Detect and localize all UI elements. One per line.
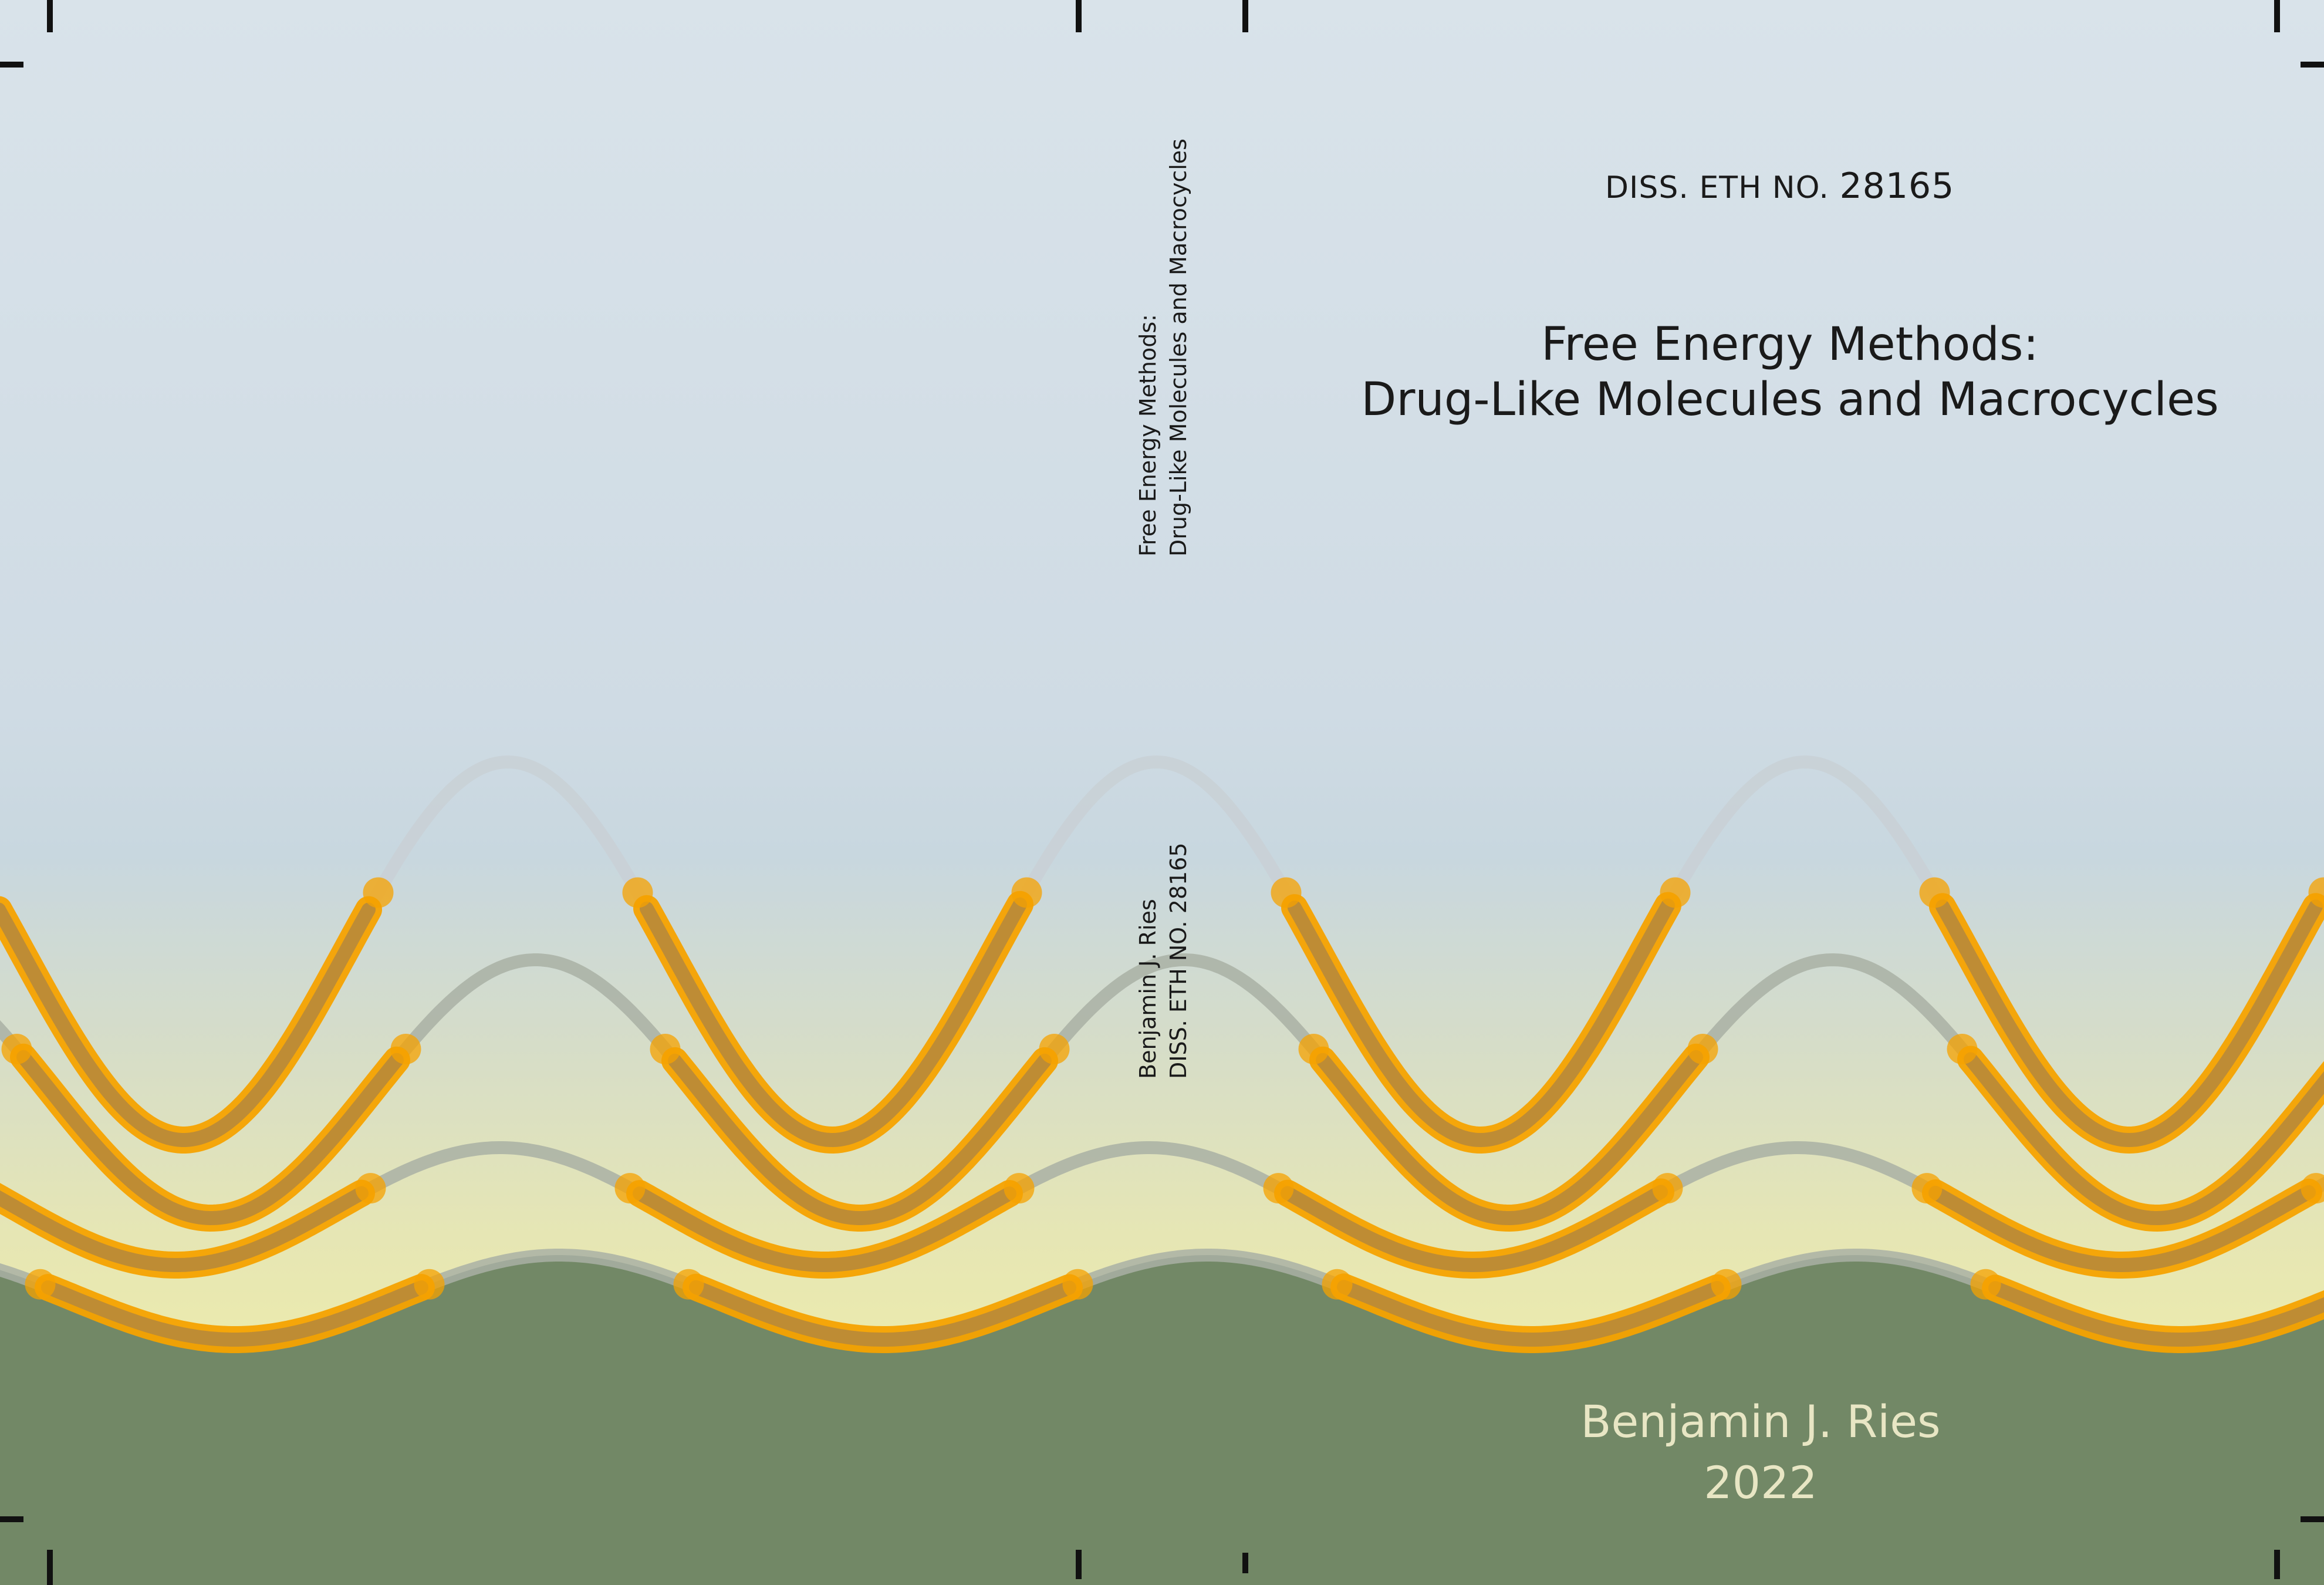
highlight-dot [1970,1269,2001,1300]
wave-curves [0,755,2324,1585]
front-title-line1: Free Energy Methods: [1541,318,2039,371]
front-year: 2022 [1704,1456,1818,1509]
highlight-dot [622,877,653,908]
front-diss-number: DISS. ETH NO. 28165 [1605,166,1954,207]
highlight-core [1337,1280,1724,1347]
highlight-dot [1711,1269,1742,1300]
highlight-dot [1011,877,1042,908]
highlight-dot [1947,1034,1978,1065]
highlight-core [0,902,376,1147]
highlight-dot [1039,1034,1070,1065]
ground [0,1255,2324,1585]
front-title: Free Energy Methods: Drug-Like Molecules… [1291,317,2289,427]
highlight-dot [1,1034,32,1065]
highlight-dot [614,1173,646,1204]
highlight-core [41,1280,428,1347]
highlight-dot [1298,1034,1329,1065]
highlight-dot [1687,1034,1718,1065]
spine-title-line2: Drug-Like Molecules and Macrocycles [1166,139,1191,557]
highlight-dot [25,1269,56,1300]
highlight-dot [1062,1269,1093,1300]
highlight-core [16,1050,404,1226]
front-author: Benjamin J. Ries [1580,1395,1941,1448]
highlight-core [1281,1185,1668,1272]
highlight-dot [355,1173,386,1204]
highlight-core [633,1186,1016,1272]
highlight-dot [1911,1173,1943,1204]
highlight-core [0,1186,369,1272]
spine-author-block: Benjamin J. Ries DISS. ETH NO. 28165 [1133,842,1194,1079]
spine-author: Benjamin J. Ries [1135,899,1161,1079]
diss-number: 28165 [1839,166,1955,207]
highlight-dot [673,1269,704,1300]
highlight-dot [363,877,394,908]
highlight-dot [1652,1173,1683,1204]
highlight-core [1988,1281,2324,1347]
highlight-core [1316,1050,1703,1226]
highlight-core [1928,1185,2316,1272]
highlight-dot [1322,1269,1353,1300]
highlight-core [668,1053,1052,1225]
highlight-dot [1271,877,1302,908]
highlight-core [640,897,1027,1148]
highlight-dot [1660,877,1691,908]
highlight-dot [1263,1173,1294,1204]
diss-prefix: DISS. ETH NO. [1605,170,1829,205]
highlight-core [1935,899,2323,1148]
highlight-dot [1919,877,1950,908]
highlight-core [689,1280,1076,1347]
highlight-dot [1004,1173,1035,1204]
front-title-line2: Drug-Like Molecules and Macrocycles [1361,373,2219,426]
highlight-dot [390,1034,421,1065]
highlight-core [1288,898,1675,1148]
front-author-block: Benjamin J. Ries 2022 [1350,1391,2171,1513]
spine-title-line1: Free Energy Methods: [1135,314,1161,557]
highlight-dot [650,1034,681,1065]
highlight-dot [2301,1173,2324,1204]
highlight-dot [414,1269,445,1300]
spine-diss-number: DISS. ETH NO. 28165 [1166,842,1191,1079]
spine-title: Free Energy Methods: Drug-Like Molecules… [1133,139,1194,557]
highlight-core [1964,1052,2324,1226]
highlight-dot [2308,877,2324,908]
